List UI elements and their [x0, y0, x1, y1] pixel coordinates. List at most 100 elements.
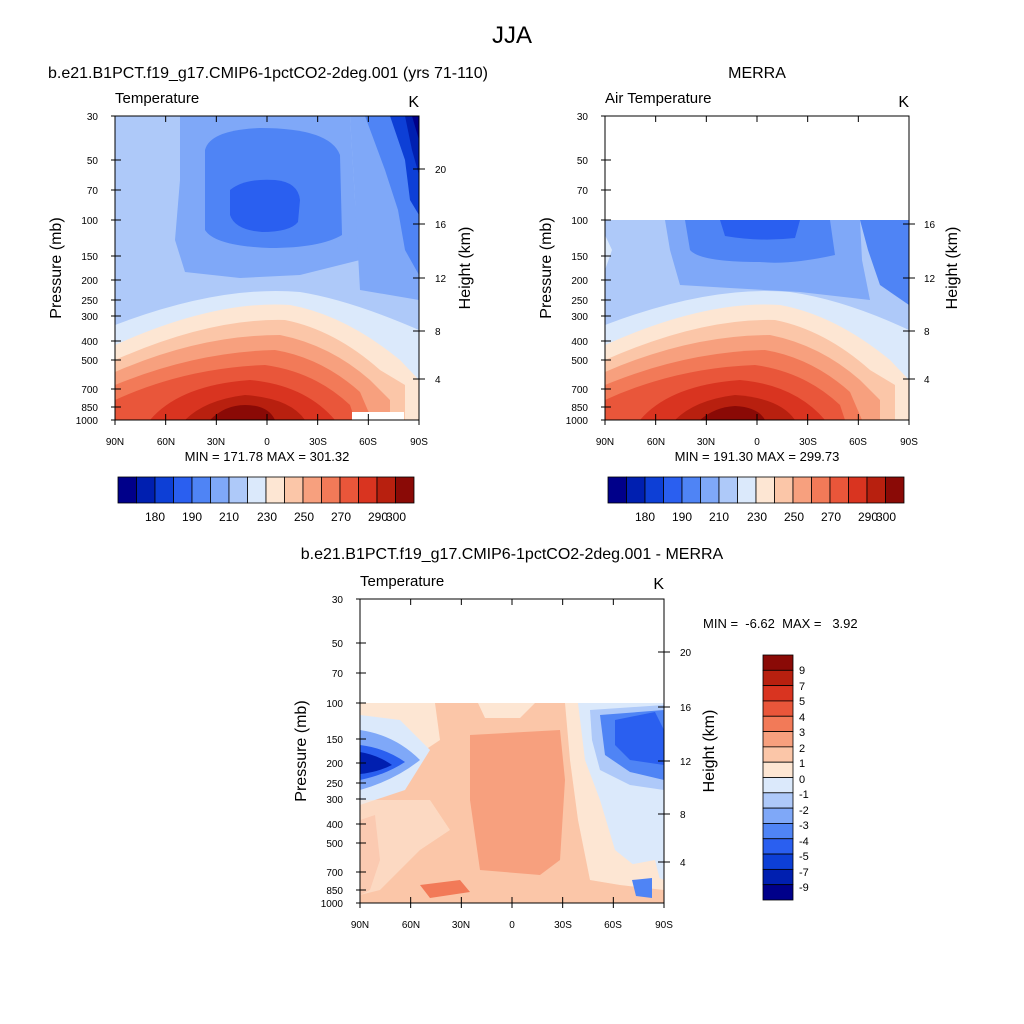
tick-label: 30N: [207, 437, 225, 448]
tick-label: 90S: [900, 437, 918, 448]
tick-label: 70: [332, 669, 344, 680]
colorbar-label: 230: [747, 510, 767, 524]
colorbar-swatch: [644, 476, 664, 504]
tick-label: 30: [87, 112, 99, 123]
colorbar-swatch: [681, 476, 701, 504]
contour-field: [360, 703, 664, 903]
tick-label: 100: [326, 699, 343, 710]
tick-label: 60S: [849, 437, 867, 448]
y-axis-right: 20 16 12 8 4 Height (km): [680, 648, 718, 869]
colorbar-label: -1: [799, 789, 809, 801]
colorbar: [762, 654, 794, 901]
y2-axis-label: Height (km): [701, 710, 718, 793]
field-label: Air Temperature: [605, 90, 711, 107]
tick-label: 8: [924, 327, 930, 338]
colorbar-swatch: [762, 884, 794, 901]
tick-label: 16: [435, 220, 447, 231]
tick-label: 100: [571, 216, 588, 227]
colorbar-swatch: [885, 476, 905, 504]
y2-axis-label: Height (km): [457, 227, 474, 310]
colorbar-swatch: [866, 476, 886, 504]
colorbar-swatch: [829, 476, 849, 504]
tick-label: 500: [571, 356, 588, 367]
tick-label: 200: [326, 759, 343, 770]
tick-label: 60N: [157, 437, 175, 448]
colorbar-label: 2: [799, 743, 805, 755]
colorbar-swatch: [136, 476, 156, 504]
tick-label: 70: [577, 186, 589, 197]
colorbar-swatch: [774, 476, 794, 504]
tick-label: 300: [326, 795, 343, 806]
colorbar-swatch: [762, 761, 794, 778]
tick-label: 1000: [76, 416, 99, 427]
colorbar-label: 210: [709, 510, 729, 524]
colorbar-swatch: [191, 476, 211, 504]
colorbar-swatch: [607, 476, 627, 504]
tick-label: 200: [81, 276, 98, 287]
tick-label: 4: [924, 375, 930, 386]
tick-label: 60N: [647, 437, 665, 448]
tick-label: 30: [332, 595, 344, 606]
units-label: K: [653, 576, 664, 593]
colorbar-label: 4: [799, 712, 805, 724]
tick-label: 400: [571, 337, 588, 348]
tick-label: 12: [680, 757, 692, 768]
colorbar-swatch: [247, 476, 267, 504]
tick-label: 8: [680, 810, 686, 821]
colorbar-swatch: [762, 853, 794, 870]
colorbar-label: 290: [368, 510, 388, 524]
tick-label: 250: [81, 296, 98, 307]
tick-label: 12: [435, 274, 447, 285]
tick-label: 300: [81, 312, 98, 323]
colorbar-label: -2: [799, 805, 809, 817]
tick-label: 100: [81, 216, 98, 227]
y-axis-label: Pressure (mb): [293, 700, 310, 801]
contour-field: [115, 116, 419, 420]
colorbar-swatch: [762, 792, 794, 809]
colorbar-label: 5: [799, 696, 805, 708]
field-label: Temperature: [115, 90, 199, 107]
colorbar-swatch: [762, 746, 794, 763]
colorbar-swatch: [302, 476, 322, 504]
tick-label: 150: [81, 252, 98, 263]
tick-label: 90N: [106, 437, 124, 448]
colorbar-label: -4: [799, 836, 809, 848]
tick-label: 50: [332, 639, 344, 650]
colorbar-labels: 180 190 210 230 250 270 290 300: [145, 510, 406, 524]
colorbar-swatch: [762, 669, 794, 687]
colorbar-swatch: [755, 476, 775, 504]
colorbar-labels: 180 190 210 230 250 270 290 300: [635, 510, 896, 524]
tick-label: 400: [81, 337, 98, 348]
x-axis: 90N 60N 30N 0 30S 60S 90S: [106, 437, 428, 448]
tick-label: 30S: [309, 437, 327, 448]
tick-label: 90N: [351, 920, 369, 931]
tick-label: 1000: [566, 416, 589, 427]
colorbar-swatch: [117, 476, 137, 504]
tick-label: 0: [754, 437, 760, 448]
colorbar-swatch: [265, 476, 285, 504]
tick-label: 250: [326, 779, 343, 790]
page-title: JJA: [492, 22, 532, 49]
y2-axis-label: Height (km): [944, 227, 961, 310]
tick-label: 90S: [410, 437, 428, 448]
y-axis-left: 30 50 70 100 150 200 250 300 400 500 700…: [538, 112, 588, 427]
colorbar-swatch: [762, 777, 794, 794]
tick-label: 400: [326, 820, 343, 831]
colorbar-label: 230: [257, 510, 277, 524]
colorbar-swatch: [762, 868, 794, 886]
tick-label: 850: [326, 886, 343, 897]
colorbar-swatch: [173, 476, 193, 504]
tick-label: 60S: [604, 920, 622, 931]
tick-label: 30S: [554, 920, 572, 931]
tick-label: 0: [509, 920, 515, 931]
colorbar-label: 7: [799, 681, 805, 693]
y-axis-label: Pressure (mb): [538, 217, 555, 318]
tick-label: 200: [571, 276, 588, 287]
tick-label: 30N: [697, 437, 715, 448]
contour-field: [605, 220, 909, 420]
colorbar-swatch: [762, 838, 794, 855]
colorbar-swatch: [762, 823, 794, 840]
colorbar-swatch: [762, 807, 794, 824]
colorbar: [117, 476, 415, 504]
